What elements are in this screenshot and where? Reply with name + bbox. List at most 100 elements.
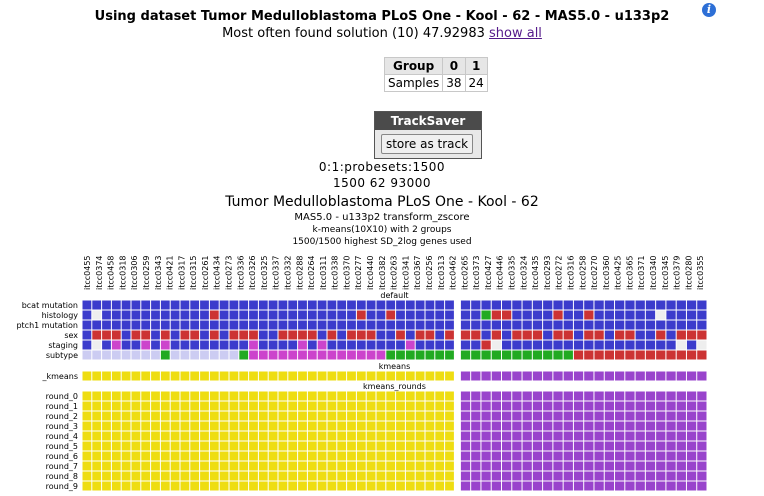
round-cell bbox=[553, 411, 563, 421]
round-cell bbox=[532, 451, 543, 461]
round-cell bbox=[666, 401, 676, 411]
round-cell bbox=[471, 441, 481, 451]
round-cell bbox=[229, 441, 239, 451]
round-cell bbox=[502, 441, 512, 451]
round-cell bbox=[522, 411, 532, 421]
round-cell bbox=[435, 401, 445, 411]
annotation-cell bbox=[656, 310, 666, 320]
annotation-cell bbox=[278, 310, 288, 320]
annotation-cell bbox=[573, 350, 584, 360]
round-cell bbox=[386, 461, 396, 471]
annotation-cell bbox=[425, 320, 435, 330]
round-cell bbox=[317, 451, 327, 461]
round-cell bbox=[594, 441, 604, 451]
round-cell bbox=[522, 461, 532, 471]
round-cell bbox=[666, 461, 676, 471]
annotation-cell bbox=[121, 310, 131, 320]
round-cell bbox=[151, 391, 160, 401]
info-icon[interactable]: i bbox=[702, 3, 716, 17]
round-cell bbox=[415, 431, 425, 441]
annotation-cell bbox=[190, 330, 200, 340]
annotation-cell bbox=[425, 300, 435, 310]
round-cell bbox=[471, 431, 481, 441]
annotation-cell bbox=[615, 340, 625, 350]
round-cell bbox=[445, 401, 454, 411]
round-cell bbox=[481, 451, 491, 461]
kmeans-cell bbox=[512, 371, 522, 381]
round-cell bbox=[92, 441, 102, 451]
round-cell bbox=[491, 421, 501, 431]
round-cell bbox=[111, 441, 121, 451]
round-cell bbox=[645, 451, 656, 461]
round-cell bbox=[366, 461, 376, 471]
annotation-cell bbox=[258, 320, 268, 330]
annotation-cell bbox=[160, 310, 170, 320]
round-cell bbox=[200, 431, 209, 441]
sample-label: itcc0374 bbox=[95, 255, 104, 290]
annotation-cell bbox=[298, 320, 307, 330]
round-cell bbox=[376, 391, 386, 401]
annotation-cell bbox=[347, 300, 356, 310]
round-cell bbox=[396, 431, 405, 441]
annotation-cell bbox=[460, 330, 471, 340]
round-cell bbox=[239, 461, 249, 471]
annotation-cell bbox=[563, 310, 573, 320]
round-cell bbox=[522, 451, 532, 461]
round-cell bbox=[288, 411, 298, 421]
annotation-cell bbox=[307, 350, 317, 360]
kmeans-cell bbox=[102, 371, 111, 381]
annotation-cell bbox=[288, 330, 298, 340]
round-cell bbox=[656, 411, 666, 421]
round-cell bbox=[491, 411, 501, 421]
sample-label: itcc0343 bbox=[154, 255, 163, 290]
round-cell bbox=[435, 421, 445, 431]
show-all-link[interactable]: show all bbox=[489, 26, 542, 41]
annotation-cell bbox=[686, 320, 697, 330]
annotation-cell bbox=[502, 350, 512, 360]
round-cell bbox=[460, 451, 471, 461]
annotation-cell bbox=[666, 340, 676, 350]
round-cell bbox=[356, 471, 366, 481]
round-cell bbox=[635, 451, 645, 461]
annotation-cell bbox=[298, 330, 307, 340]
round-cell bbox=[573, 421, 584, 431]
annotation-cell bbox=[666, 330, 676, 340]
round-cell bbox=[686, 401, 697, 411]
round-cell bbox=[180, 461, 190, 471]
round-cell bbox=[481, 481, 491, 491]
round-cell bbox=[386, 391, 396, 401]
kmeans-cell bbox=[445, 371, 454, 381]
annotation-cell bbox=[366, 300, 376, 310]
round-cell bbox=[102, 471, 111, 481]
annotation-cell bbox=[615, 350, 625, 360]
sample-label: itcc0379 bbox=[673, 255, 682, 290]
kmeans-cell bbox=[563, 371, 573, 381]
round-cell bbox=[278, 431, 288, 441]
round-cell bbox=[307, 391, 317, 401]
annotation-cell bbox=[386, 330, 396, 340]
round-cell bbox=[337, 451, 347, 461]
round-cell bbox=[160, 421, 170, 431]
round-cell bbox=[209, 411, 219, 421]
annotation-cell bbox=[543, 330, 553, 340]
round-cell bbox=[625, 411, 635, 421]
round-cell bbox=[645, 481, 656, 491]
annotation-cell bbox=[151, 300, 160, 310]
kmeans-section-label: kmeans bbox=[379, 362, 411, 371]
annotation-cell bbox=[553, 300, 563, 310]
round-cell bbox=[288, 451, 298, 461]
store-as-track-button[interactable]: store as track bbox=[381, 134, 473, 154]
round-cell bbox=[645, 441, 656, 451]
round-cell bbox=[200, 481, 209, 491]
round-cell bbox=[160, 481, 170, 491]
round-cell bbox=[288, 431, 298, 441]
kmeans-cell bbox=[625, 371, 635, 381]
round-cell bbox=[604, 471, 615, 481]
round-cell bbox=[111, 481, 121, 491]
annotation-cell bbox=[268, 300, 278, 310]
annotation-cell bbox=[666, 320, 676, 330]
round-cell bbox=[82, 421, 92, 431]
round-cell bbox=[563, 411, 573, 421]
annotation-cell bbox=[502, 340, 512, 350]
round-cell bbox=[697, 411, 707, 421]
